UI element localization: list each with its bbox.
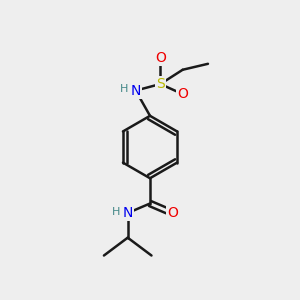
Text: N: N xyxy=(130,84,141,98)
Text: N: N xyxy=(122,206,133,220)
Text: S: S xyxy=(156,77,165,91)
Text: O: O xyxy=(177,87,188,101)
Text: O: O xyxy=(167,206,178,220)
Text: H: H xyxy=(120,84,129,94)
Text: H: H xyxy=(112,207,121,217)
Text: O: O xyxy=(155,51,166,65)
